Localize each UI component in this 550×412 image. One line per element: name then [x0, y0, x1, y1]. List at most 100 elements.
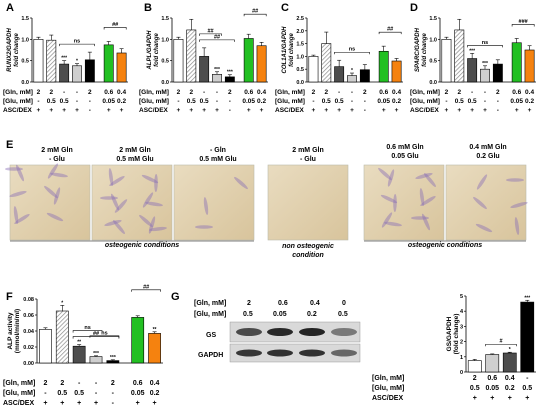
comparison-bracket — [378, 31, 402, 35]
significance-mark: * — [76, 59, 78, 65]
row-label-glu: [Glu, mM] — [3, 98, 33, 105]
row-value-glu: 0.5 — [60, 98, 69, 105]
y-tick-label: 0.0 — [21, 80, 29, 86]
bar-7 — [391, 60, 402, 83]
row-value-asc: + — [37, 107, 41, 114]
bar-4 — [520, 301, 535, 373]
significance-mark: *** — [524, 295, 530, 301]
row-value-glu: - — [351, 98, 353, 105]
significance-mark: *** — [482, 61, 488, 67]
row-value-gln: - — [216, 89, 218, 96]
row-value-asc: + — [94, 400, 98, 407]
row-value-asc: + — [107, 107, 111, 114]
y-tick-label: 1.0 — [429, 37, 437, 43]
panel-letter-d: D — [410, 2, 418, 14]
y-axis-label-line: fold change — [289, 33, 295, 67]
y-axis-label: ALPL/GAPDHfold change — [147, 30, 160, 71]
row-value-gln: 0.4 — [117, 89, 126, 96]
comparison-bracket — [511, 24, 535, 27]
row-label-glu: [Glu, mM] — [3, 390, 35, 397]
significance-mark: ** — [153, 327, 157, 333]
caption-osteogenic-left: osteogenic conditions — [104, 242, 180, 249]
stained-cell — [195, 225, 213, 229]
stained-cell — [44, 185, 58, 199]
y-axis-label-line: fold change — [422, 33, 428, 67]
comparison-bracket — [199, 33, 222, 36]
bar-2 — [46, 39, 57, 83]
row-value-glu: - — [497, 98, 499, 105]
row-value-glu: 0.5 — [468, 98, 477, 105]
y-axis-label-line: ALP activity — [7, 312, 14, 349]
stained-cell — [203, 197, 209, 215]
row-value-asc: + — [528, 107, 532, 114]
bar-2 — [485, 354, 500, 373]
y-tick-label: 1.0 — [161, 37, 169, 43]
row-value-glu: - — [76, 98, 78, 105]
bar-6 — [378, 50, 389, 83]
comparison-label: ns — [482, 40, 488, 46]
bar-1 — [173, 39, 184, 83]
row-label-gln: [Gln, mM] — [410, 89, 440, 96]
stained-cell — [381, 212, 393, 228]
y-tick-label: 1.5 — [429, 16, 437, 22]
row-value-gln: 0.6 — [512, 89, 521, 96]
wb-glu-3: 0.5 — [338, 311, 348, 318]
y-axis-label: RUNX2/GAPDHfold change — [7, 28, 20, 72]
row-value-gln: 2 — [228, 89, 232, 96]
gapdh-band — [299, 349, 325, 357]
bar-2 — [186, 29, 197, 83]
row-value-gln: 0.4 — [505, 375, 515, 382]
bar-4 — [72, 65, 82, 83]
row-value-asc: + — [382, 107, 386, 114]
stained-cell — [114, 199, 128, 213]
bar-7 — [148, 333, 161, 364]
chart-b: 0.0 0.5 1.0 1.5 ALPL/GAPDHfold change *** *** #… — [139, 9, 268, 114]
micrograph-label-5: 0.6 mM Gln 0.05 Glu — [386, 144, 424, 160]
stained-cell — [145, 201, 163, 207]
row-value-gln: 2 — [43, 380, 47, 387]
stained-cell — [9, 190, 27, 198]
stained-cell — [149, 226, 167, 232]
row-value-gln: 0.4 — [525, 89, 534, 96]
row-value-glu: - — [445, 98, 447, 105]
stained-cell — [424, 173, 436, 187]
significance-mark: * — [351, 68, 353, 74]
row-label-glu: [Glu, mM] — [410, 98, 440, 105]
comparison-label: ## — [208, 28, 214, 34]
row-label-gln: [Gln, mM] — [372, 375, 404, 382]
micrograph-background — [173, 164, 255, 241]
bar-4 — [212, 74, 222, 83]
row-value-glu: - — [484, 98, 486, 105]
comparison-bracket — [467, 45, 503, 48]
comparison-label: ### — [519, 19, 528, 25]
row-value-glu: - — [177, 98, 179, 105]
bar-1 — [441, 39, 452, 83]
y-axis-label-line: (mmol/min/ml) — [14, 309, 21, 353]
row-value-glu: 0.2 — [525, 98, 534, 105]
row-value-glu: 0.5 — [335, 98, 344, 105]
row-label-gln: [Gln, mM] — [275, 89, 305, 96]
comparison-bracket — [103, 27, 127, 30]
y-axis-label-line: fold change — [14, 33, 20, 67]
row-value-asc: + — [324, 107, 328, 114]
comparison-label: ns — [101, 330, 107, 336]
row-value-asc: - — [497, 107, 499, 114]
row-value-asc: + — [177, 107, 181, 114]
stained-cell — [47, 163, 59, 179]
stained-cell — [110, 193, 120, 211]
wb-glu-label: [Glu, mM] — [194, 311, 227, 318]
wb-gapdh-label: GAPDH — [198, 352, 224, 359]
panel-letter-f: F — [6, 291, 13, 303]
row-value-glu: 0.05 — [131, 390, 145, 397]
row-value-asc: + — [337, 107, 341, 114]
row-value-asc: - — [229, 107, 231, 114]
micrograph-background — [267, 164, 349, 241]
panel-letter-b: B — [144, 2, 152, 14]
row-value-gln: - — [471, 89, 473, 96]
y-tick-label: 0.0 — [161, 80, 169, 86]
row-value-glu: 0.05 — [242, 98, 255, 105]
y-tick-label: 0.04 — [23, 329, 35, 335]
row-value-gln: 2 — [111, 380, 115, 387]
stained-cell — [473, 196, 487, 210]
